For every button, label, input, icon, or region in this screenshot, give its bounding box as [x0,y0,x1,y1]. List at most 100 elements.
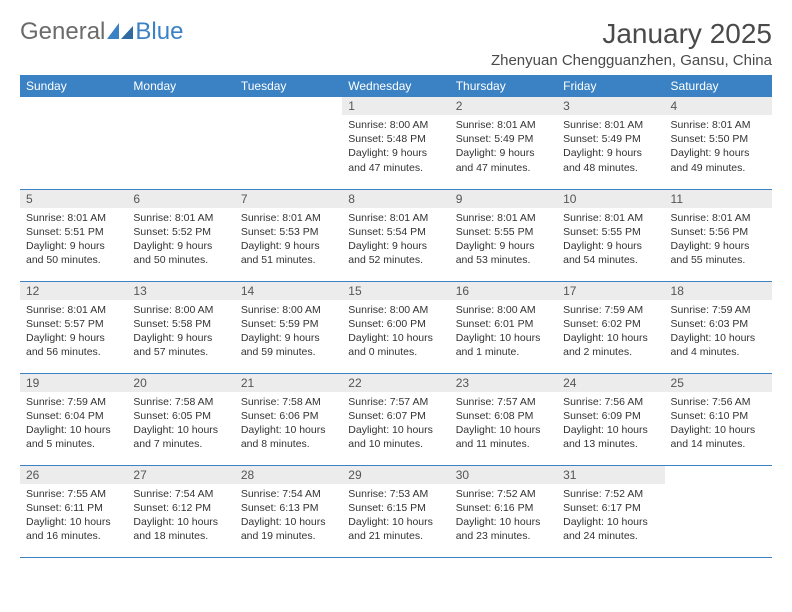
daylight-line: Daylight: 10 hours and 8 minutes. [241,423,336,451]
sunrise-line: Sunrise: 7:52 AM [456,487,551,501]
sunset-line: Sunset: 6:01 PM [456,317,551,331]
sunset-line: Sunset: 5:55 PM [456,225,551,239]
calendar-body: 1Sunrise: 8:00 AMSunset: 5:48 PMDaylight… [20,97,772,557]
calendar-day-cell: 18Sunrise: 7:59 AMSunset: 6:03 PMDayligh… [665,281,772,373]
daylight-line: Daylight: 10 hours and 4 minutes. [671,331,766,359]
weekday-header: Sunday [20,75,127,97]
calendar-day-cell: 25Sunrise: 7:56 AMSunset: 6:10 PMDayligh… [665,373,772,465]
calendar-day-cell: 31Sunrise: 7:52 AMSunset: 6:17 PMDayligh… [557,465,664,557]
day-details: Sunrise: 7:53 AMSunset: 6:15 PMDaylight:… [342,484,449,548]
calendar-empty-cell [665,465,772,557]
sunrise-line: Sunrise: 8:01 AM [348,211,443,225]
daylight-line: Daylight: 9 hours and 56 minutes. [26,331,121,359]
day-number: 16 [450,282,557,300]
day-details: Sunrise: 7:59 AMSunset: 6:03 PMDaylight:… [665,300,772,364]
day-number: 6 [127,190,234,208]
day-details: Sunrise: 7:57 AMSunset: 6:07 PMDaylight:… [342,392,449,456]
sunset-line: Sunset: 6:10 PM [671,409,766,423]
calendar-day-cell: 15Sunrise: 8:00 AMSunset: 6:00 PMDayligh… [342,281,449,373]
sunset-line: Sunset: 6:00 PM [348,317,443,331]
calendar-day-cell: 26Sunrise: 7:55 AMSunset: 6:11 PMDayligh… [20,465,127,557]
sunset-line: Sunset: 5:51 PM [26,225,121,239]
sunset-line: Sunset: 5:49 PM [456,132,551,146]
daylight-line: Daylight: 10 hours and 18 minutes. [133,515,228,543]
weekday-header: Saturday [665,75,772,97]
calendar-day-cell: 14Sunrise: 8:00 AMSunset: 5:59 PMDayligh… [235,281,342,373]
calendar-header-row: SundayMondayTuesdayWednesdayThursdayFrid… [20,75,772,97]
sunset-line: Sunset: 5:58 PM [133,317,228,331]
sunset-line: Sunset: 6:06 PM [241,409,336,423]
title-block: January 2025 Zhenyuan Chengguanzhen, Gan… [491,18,772,69]
sunrise-line: Sunrise: 7:54 AM [133,487,228,501]
calendar-day-cell: 5Sunrise: 8:01 AMSunset: 5:51 PMDaylight… [20,189,127,281]
calendar-table: SundayMondayTuesdayWednesdayThursdayFrid… [20,75,772,558]
day-number: 1 [342,97,449,115]
day-details: Sunrise: 7:56 AMSunset: 6:10 PMDaylight:… [665,392,772,456]
sail-icon [107,23,133,41]
day-details: Sunrise: 8:00 AMSunset: 5:48 PMDaylight:… [342,115,449,179]
daylight-line: Daylight: 9 hours and 59 minutes. [241,331,336,359]
calendar-week-row: 26Sunrise: 7:55 AMSunset: 6:11 PMDayligh… [20,465,772,557]
daylight-line: Daylight: 10 hours and 0 minutes. [348,331,443,359]
sunset-line: Sunset: 6:12 PM [133,501,228,515]
calendar-day-cell: 13Sunrise: 8:00 AMSunset: 5:58 PMDayligh… [127,281,234,373]
daylight-line: Daylight: 10 hours and 21 minutes. [348,515,443,543]
sunset-line: Sunset: 5:55 PM [563,225,658,239]
sunrise-line: Sunrise: 8:00 AM [348,118,443,132]
daylight-line: Daylight: 10 hours and 16 minutes. [26,515,121,543]
day-number: 21 [235,374,342,392]
daylight-line: Daylight: 9 hours and 51 minutes. [241,239,336,267]
weekday-header: Friday [557,75,664,97]
calendar-week-row: 1Sunrise: 8:00 AMSunset: 5:48 PMDaylight… [20,97,772,189]
brand-logo: General Blue [20,18,183,46]
calendar-day-cell: 3Sunrise: 8:01 AMSunset: 5:49 PMDaylight… [557,97,664,189]
calendar-empty-cell [127,97,234,189]
calendar-day-cell: 9Sunrise: 8:01 AMSunset: 5:55 PMDaylight… [450,189,557,281]
weekday-header: Tuesday [235,75,342,97]
calendar-day-cell: 19Sunrise: 7:59 AMSunset: 6:04 PMDayligh… [20,373,127,465]
daylight-line: Daylight: 9 hours and 47 minutes. [456,146,551,174]
day-details: Sunrise: 7:55 AMSunset: 6:11 PMDaylight:… [20,484,127,548]
sunrise-line: Sunrise: 7:55 AM [26,487,121,501]
sunset-line: Sunset: 5:53 PM [241,225,336,239]
calendar-day-cell: 16Sunrise: 8:00 AMSunset: 6:01 PMDayligh… [450,281,557,373]
sunrise-line: Sunrise: 8:01 AM [563,211,658,225]
location-subtitle: Zhenyuan Chengguanzhen, Gansu, China [491,52,772,69]
daylight-line: Daylight: 10 hours and 5 minutes. [26,423,121,451]
sunset-line: Sunset: 5:56 PM [671,225,766,239]
calendar-day-cell: 27Sunrise: 7:54 AMSunset: 6:12 PMDayligh… [127,465,234,557]
calendar-day-cell: 7Sunrise: 8:01 AMSunset: 5:53 PMDaylight… [235,189,342,281]
day-details: Sunrise: 8:00 AMSunset: 6:00 PMDaylight:… [342,300,449,364]
sunset-line: Sunset: 6:02 PM [563,317,658,331]
sunset-line: Sunset: 5:59 PM [241,317,336,331]
day-details: Sunrise: 7:54 AMSunset: 6:13 PMDaylight:… [235,484,342,548]
sunrise-line: Sunrise: 8:01 AM [456,211,551,225]
daylight-line: Daylight: 10 hours and 14 minutes. [671,423,766,451]
daylight-line: Daylight: 9 hours and 49 minutes. [671,146,766,174]
day-number: 12 [20,282,127,300]
day-number: 10 [557,190,664,208]
calendar-day-cell: 8Sunrise: 8:01 AMSunset: 5:54 PMDaylight… [342,189,449,281]
sunset-line: Sunset: 5:54 PM [348,225,443,239]
page-header: General Blue January 2025 Zhenyuan Cheng… [20,18,772,69]
weekday-header: Wednesday [342,75,449,97]
daylight-line: Daylight: 9 hours and 50 minutes. [26,239,121,267]
calendar-day-cell: 6Sunrise: 8:01 AMSunset: 5:52 PMDaylight… [127,189,234,281]
daylight-line: Daylight: 10 hours and 10 minutes. [348,423,443,451]
month-title: January 2025 [491,18,772,50]
day-details: Sunrise: 7:54 AMSunset: 6:12 PMDaylight:… [127,484,234,548]
day-details: Sunrise: 8:01 AMSunset: 5:51 PMDaylight:… [20,208,127,272]
day-details: Sunrise: 8:01 AMSunset: 5:50 PMDaylight:… [665,115,772,179]
sunrise-line: Sunrise: 8:01 AM [563,118,658,132]
weekday-header: Thursday [450,75,557,97]
day-number: 27 [127,466,234,484]
calendar-day-cell: 23Sunrise: 7:57 AMSunset: 6:08 PMDayligh… [450,373,557,465]
sunrise-line: Sunrise: 8:01 AM [26,303,121,317]
day-number: 25 [665,374,772,392]
calendar-day-cell: 4Sunrise: 8:01 AMSunset: 5:50 PMDaylight… [665,97,772,189]
sunset-line: Sunset: 6:08 PM [456,409,551,423]
day-number: 13 [127,282,234,300]
sunset-line: Sunset: 6:11 PM [26,501,121,515]
day-details: Sunrise: 8:01 AMSunset: 5:54 PMDaylight:… [342,208,449,272]
sunrise-line: Sunrise: 7:56 AM [671,395,766,409]
